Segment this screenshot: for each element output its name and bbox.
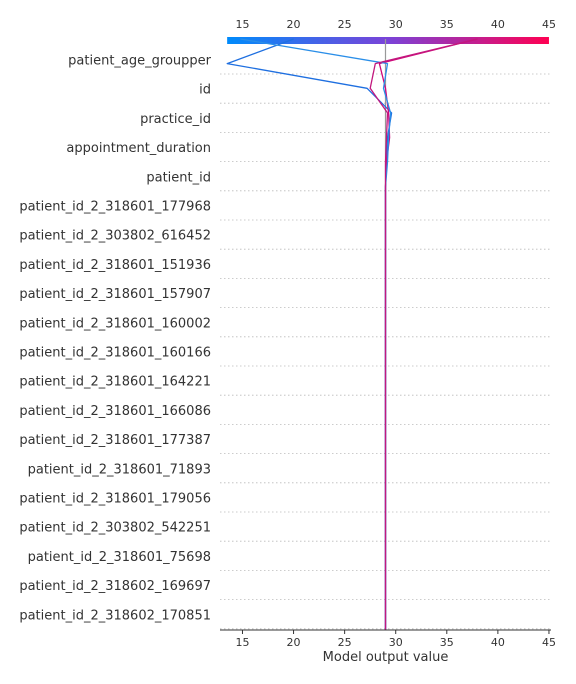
top-tick-label: 30 <box>389 18 403 31</box>
bottom-tick-label: 20 <box>287 636 301 649</box>
bottom-tick-label: 25 <box>338 636 352 649</box>
x-axis-label: Model output value <box>323 650 449 665</box>
bottom-tick-label: 15 <box>235 636 249 649</box>
feature-label: patient_id_2_318601_160002 <box>19 316 211 331</box>
bottom-tick-label: 35 <box>440 636 454 649</box>
bottom-tick-label: 30 <box>389 636 403 649</box>
feature-label: patient_id_2_303802_616452 <box>19 229 211 244</box>
feature-label: practice_id <box>140 112 211 127</box>
colorbar <box>227 37 549 44</box>
feature-label: patient_id_2_318601_164221 <box>19 375 211 390</box>
feature-label: patient_id_2_318601_177387 <box>19 433 211 448</box>
top-tick-label: 35 <box>440 18 454 31</box>
feature-label: patient_id_2_318601_75698 <box>28 550 211 565</box>
feature-label: patient_id_2_318602_169697 <box>19 579 211 594</box>
decision-line <box>369 38 478 630</box>
top-axis: 15 20 25 30 35 40 45 <box>235 18 555 31</box>
feature-label: patient_id_2_318601_160166 <box>19 346 211 361</box>
feature-label: patient_age_groupper <box>68 54 211 69</box>
feature-label: patient_id_2_303802_542251 <box>19 521 211 536</box>
feature-label: appointment_duration <box>66 141 211 156</box>
feature-label: patient_id_2_318601_157907 <box>19 287 211 302</box>
feature-label: patient_id_2_318601_179056 <box>19 492 211 507</box>
feature-label: patient_id <box>146 170 211 185</box>
top-tick-label: 25 <box>338 18 352 31</box>
feature-label: patient_id_2_318601_71893 <box>28 462 211 477</box>
top-tick-label: 20 <box>287 18 301 31</box>
top-tick-label: 15 <box>235 18 249 31</box>
bottom-tick-label: 45 <box>542 636 556 649</box>
top-tick-label: 45 <box>542 18 556 31</box>
bottom-axis: 15 20 25 30 35 40 45 <box>235 630 556 649</box>
feature-label: patient_id_2_318601_151936 <box>19 258 211 273</box>
series <box>226 38 478 630</box>
bottom-tick-label: 40 <box>491 636 505 649</box>
feature-label: patient_id_2_318601_166086 <box>19 404 211 419</box>
feature-label: patient_id_2_318602_170851 <box>19 608 211 623</box>
top-tick-label: 40 <box>491 18 505 31</box>
feature-label: id <box>199 83 211 98</box>
feature-label: patient_id_2_318601_177968 <box>19 200 211 215</box>
